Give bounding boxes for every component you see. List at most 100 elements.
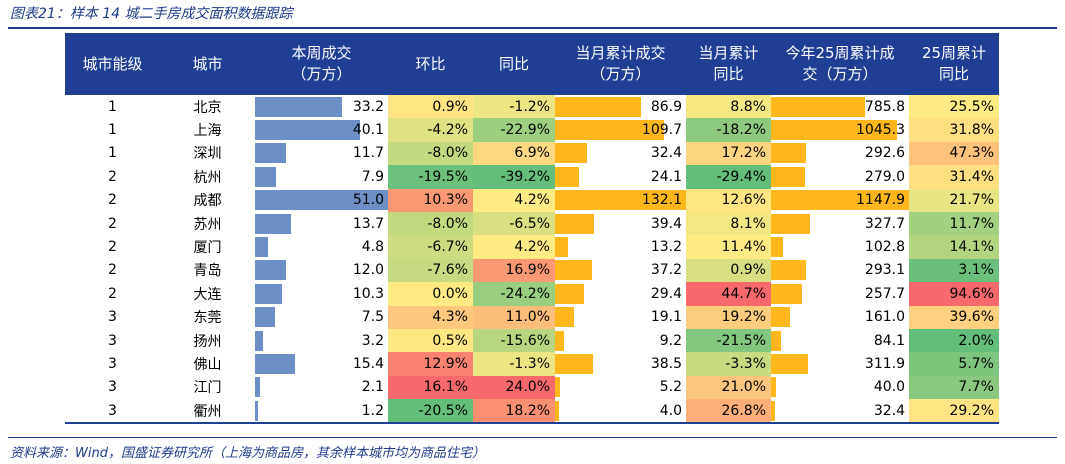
year-cumulative-cell-bar bbox=[771, 377, 776, 398]
weekly-volume-cell: 33.2 bbox=[255, 95, 388, 118]
source-note: 资料来源：Wind，国盛证券研究所（上海为商品房，其余样本城市均为商品住宅） bbox=[10, 446, 485, 461]
weekly-volume-cell-value: 7.5 bbox=[361, 309, 384, 326]
month-yoy-cell: 44.7% bbox=[686, 282, 771, 306]
weekly-volume-cell-bar bbox=[255, 330, 264, 351]
year-yoy-cell: 14.1% bbox=[909, 235, 999, 259]
table-row: 3 东莞 7.5 4.3% 11.0% 19.1 19.2% 161.0 39.6% bbox=[65, 305, 999, 329]
city-tier-cell: 3 bbox=[108, 309, 117, 326]
weekly-volume-cell-bar bbox=[255, 120, 360, 141]
mom-cell: 0.9% bbox=[388, 95, 473, 119]
weekly-volume-cell-bar bbox=[255, 260, 287, 281]
month-yoy-cell: 12.6% bbox=[686, 188, 771, 212]
yoy-cell: -39.2% bbox=[473, 165, 555, 189]
month-yoy-cell: 11.4% bbox=[686, 235, 771, 259]
year-yoy-cell: 39.6% bbox=[909, 305, 999, 329]
table-row: 2 杭州 7.9 -19.5% -39.2% 24.1 -29.4% 279.0 31.4% bbox=[65, 165, 999, 189]
weekly-volume-cell: 3.2 bbox=[255, 329, 388, 352]
year-yoy-cell: 5.7% bbox=[909, 352, 999, 376]
month-yoy-cell: -29.4% bbox=[686, 165, 771, 189]
weekly-volume-cell-bar bbox=[255, 237, 268, 258]
mom-cell: -6.7% bbox=[388, 235, 473, 259]
month-yoy-cell: -21.5% bbox=[686, 328, 771, 353]
weekly-volume-cell-bar bbox=[255, 377, 261, 398]
month-cumulative-cell: 109.7 bbox=[555, 118, 686, 141]
weekly-volume-cell: 51.0 bbox=[255, 189, 388, 212]
month-cumulative-cell-value: 37.2 bbox=[650, 262, 682, 279]
mom-cell: 12.9% bbox=[388, 352, 473, 376]
city-tier-cell: 3 bbox=[108, 355, 117, 372]
header-weekly: 本周成交 （万方） bbox=[255, 33, 388, 95]
month-yoy-cell: 26.8% bbox=[686, 399, 771, 425]
weekly-volume-cell-bar bbox=[255, 96, 342, 117]
weekly-volume-cell-value: 13.7 bbox=[352, 215, 384, 232]
table-row: 1 深圳 11.7 -8.0% 6.9% 32.4 17.2% 292.6 47.3% bbox=[65, 141, 999, 166]
year-cumulative-cell: 257.7 bbox=[771, 282, 909, 305]
table-row: 2 青岛 12.0 -7.6% 16.9% 37.2 0.9% 293.1 3.1% bbox=[65, 258, 999, 283]
mom-cell: -8.0% bbox=[388, 141, 473, 166]
city-tier-cell: 1 bbox=[108, 122, 117, 139]
yoy-cell: 4.2% bbox=[473, 235, 555, 259]
year-cumulative-cell: 84.1 bbox=[771, 329, 909, 352]
month-cumulative-cell: 37.2 bbox=[555, 259, 686, 282]
year-cumulative-cell: 785.8 bbox=[771, 95, 909, 118]
title-divider bbox=[8, 27, 1057, 29]
weekly-volume-cell: 7.5 bbox=[255, 306, 388, 329]
weekly-volume-cell-value: 3.2 bbox=[361, 332, 384, 349]
page-title: 图表21：样本 14 城二手房成交面积数据跟踪 bbox=[10, 6, 293, 22]
year-cumulative-cell-value: 279.0 bbox=[864, 168, 905, 185]
year-cumulative-cell-bar bbox=[771, 237, 784, 258]
weekly-volume-cell-value: 15.4 bbox=[352, 355, 384, 372]
year-cumulative-cell: 327.7 bbox=[771, 212, 909, 235]
year-cumulative-cell-value: 293.1 bbox=[864, 262, 905, 279]
year-cumulative-cell: 161.0 bbox=[771, 306, 909, 329]
table-row: 3 衢州 1.2 -20.5% 18.2% 4.0 26.8% 32.4 29.2% bbox=[65, 399, 999, 425]
table-row: 3 佛山 15.4 12.9% -1.3% 38.5 -3.3% 311.9 5.7% bbox=[65, 352, 999, 376]
yoy-cell: 6.9% bbox=[473, 141, 555, 166]
yoy-cell: -24.2% bbox=[473, 282, 555, 306]
year-cumulative-cell: 1147.9 bbox=[771, 189, 909, 212]
month-cumulative-cell: 86.9 bbox=[555, 95, 686, 118]
month-cumulative-cell-bar bbox=[555, 96, 642, 117]
city-tier-cell: 2 bbox=[108, 215, 117, 232]
year-cumulative-cell-bar bbox=[771, 166, 805, 187]
year-cumulative-cell-value: 257.7 bbox=[864, 285, 905, 302]
year-cumulative-cell-value: 1147.9 bbox=[856, 192, 905, 209]
mom-cell: -20.5% bbox=[388, 399, 473, 425]
month-yoy-cell: 17.2% bbox=[686, 141, 771, 166]
table-row: 1 北京 33.2 0.9% -1.2% 86.9 8.8% 785.8 25.5% bbox=[65, 95, 999, 119]
yoy-cell: -22.9% bbox=[473, 118, 555, 142]
weekly-volume-cell-bar bbox=[255, 283, 282, 304]
mom-cell: 16.1% bbox=[388, 375, 473, 400]
year-cumulative-cell-value: 84.1 bbox=[873, 332, 905, 349]
yoy-cell: 24.0% bbox=[473, 375, 555, 400]
year-yoy-cell: 7.7% bbox=[909, 375, 999, 400]
weekly-volume-cell-value: 1.2 bbox=[361, 402, 384, 419]
year-cumulative-cell-bar bbox=[771, 283, 802, 304]
year-cumulative-cell-value: 292.6 bbox=[864, 145, 905, 162]
mom-cell: 10.3% bbox=[388, 188, 473, 212]
month-cumulative-cell-value: 5.2 bbox=[659, 379, 682, 396]
weekly-volume-cell: 40.1 bbox=[255, 118, 388, 141]
yoy-cell: 16.9% bbox=[473, 258, 555, 283]
weekly-volume-cell-value: 40.1 bbox=[352, 122, 384, 139]
weekly-volume-cell-value: 7.9 bbox=[361, 168, 384, 185]
city-name-cell: 成都 bbox=[193, 193, 222, 210]
month-cumulative-cell-value: 39.4 bbox=[650, 215, 682, 232]
year-yoy-cell: 21.7% bbox=[909, 188, 999, 212]
year-cumulative-cell-bar bbox=[771, 400, 775, 421]
yoy-cell: -1.2% bbox=[473, 95, 555, 119]
weekly-volume-cell: 2.1 bbox=[255, 376, 388, 399]
year-cumulative-cell: 293.1 bbox=[771, 259, 909, 282]
year-yoy-cell: 3.1% bbox=[909, 258, 999, 283]
weekly-volume-cell: 12.0 bbox=[255, 259, 388, 282]
weekly-volume-cell-bar bbox=[255, 143, 286, 164]
month-yoy-cell: 0.9% bbox=[686, 258, 771, 283]
month-cumulative-cell-value: 13.2 bbox=[650, 239, 682, 256]
city-name-cell: 厦门 bbox=[193, 240, 222, 257]
year-yoy-cell: 25.5% bbox=[909, 95, 999, 119]
year-cumulative-cell: 32.4 bbox=[771, 399, 909, 425]
month-cumulative-cell: 24.1 bbox=[555, 165, 686, 188]
year-cumulative-cell-bar bbox=[771, 143, 807, 164]
weekly-volume-cell-value: 10.3 bbox=[352, 285, 384, 302]
mom-cell: 0.5% bbox=[388, 328, 473, 353]
